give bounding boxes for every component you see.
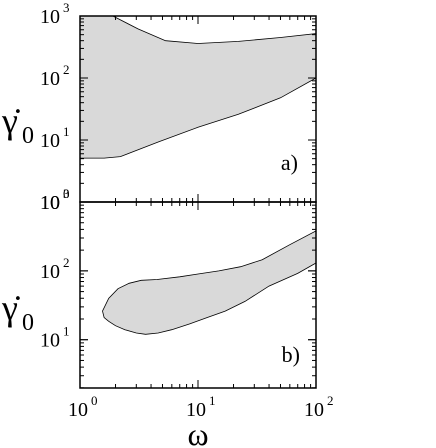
panel-b-x-tick-label-exp: 1 [209, 393, 216, 408]
panel-a-y-tick-label-base: 10 [40, 192, 60, 214]
panel-b-y-tick-label-base: 10 [40, 261, 60, 283]
panel-a-y-tick-label: 10 1 [40, 124, 70, 152]
panel-a-y-tick-label: 10 3 [40, 0, 70, 28]
panel-b-y-tick-label: 10 1 [40, 324, 70, 352]
y-axis-label-bottom-sub: 0 [22, 310, 34, 336]
panel-a-region-layer [79, 15, 317, 159]
panel-b-x-tick-label-base: 10 [186, 399, 206, 421]
panel-b-y-tick-label-exp: 1 [63, 324, 70, 339]
panel-b-x-tick-labels: 10 0 10 1 10 2 [68, 393, 334, 421]
panel-a-y-tick-label-exp: 2 [63, 62, 70, 77]
y-axis-label-bottom-gamma: γ̇ [1, 288, 20, 328]
panel-b-label: b) [282, 342, 300, 367]
panel-a-y-tick-label-base: 10 [40, 6, 60, 28]
panel-b-x-tick-label-exp: 0 [91, 393, 98, 408]
panel-b-y-tick-label-base: 10 [40, 330, 60, 352]
panel-a-y-tick-label-exp: 0 [63, 186, 70, 201]
panel-a-label: a) [281, 150, 298, 175]
panel-b-region-layer [102, 230, 317, 335]
panel-b-frame [79, 201, 317, 389]
panel-b-x-tick-label: 10 2 [304, 393, 334, 421]
panel-b-x-tick-label-base: 10 [304, 399, 324, 421]
panel-b-x-tick-label: 10 1 [186, 393, 216, 421]
panel-b-x-tick-label-base: 10 [68, 399, 88, 421]
panel-b-y-tick-label-exp: 2 [63, 255, 70, 270]
y-axis-label-top: γ̇ 0 [1, 101, 34, 149]
panel-a-unstable-region [79, 15, 317, 159]
y-axis-label-bottom: γ̇ 0 [1, 288, 34, 336]
panel-b-y-tick-label: 10 3 [40, 186, 70, 214]
panel-b-y-tick-label-base: 10 [40, 192, 60, 214]
panel-b-y-tick-label: 10 2 [40, 255, 70, 283]
panel-a-y-tick-label: 10 0 [40, 186, 70, 214]
panel-b-x-tick-label-exp: 2 [327, 393, 334, 408]
panel-a-y-tick-label-base: 10 [40, 68, 60, 90]
panel-a-y-tick-label: 10 2 [40, 62, 70, 90]
y-axis-label-top-sub: 0 [22, 123, 34, 149]
panel-b-x-tick-label: 10 0 [68, 393, 98, 421]
panel-a-y-tick-label-exp: 1 [63, 124, 70, 139]
panel-b-y-tick-label-exp: 3 [63, 186, 70, 201]
x-axis-label: ω [187, 416, 208, 448]
panel-a-y-tick-label-exp: 3 [63, 0, 70, 15]
panel-b-unstable-region [102, 230, 317, 335]
y-axis-label-top-gamma: γ̇ [1, 101, 20, 141]
panel-a-y-tick-label-base: 10 [40, 130, 60, 152]
